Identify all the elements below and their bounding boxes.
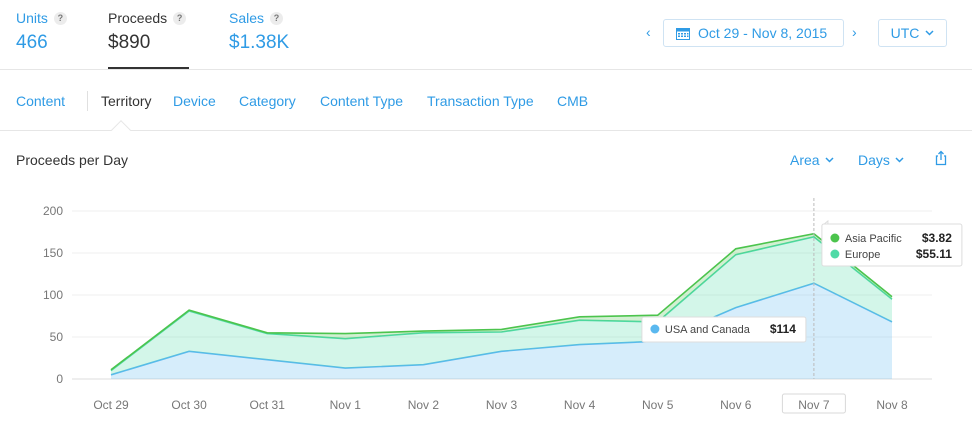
- x-tick-label: Nov 5: [642, 398, 674, 412]
- units-value: 466: [16, 32, 48, 53]
- tooltip-upper: Asia Pacific $3.82 Europe $55.11: [821, 219, 963, 267]
- y-tick-label: 150: [43, 246, 63, 260]
- y-tick-label: 200: [43, 204, 63, 218]
- tooltip-series-name: USA and Canada: [665, 324, 751, 336]
- tooltips: Asia Pacific $3.82 Europe $55.11 USA and Can…: [641, 219, 963, 343]
- tooltip-lower: USA and Canada $114: [641, 316, 807, 343]
- chart-type-dropdown[interactable]: Area: [790, 152, 834, 168]
- tab-content-type[interactable]: Content Type: [320, 93, 404, 109]
- usa-and-canada-line: [110, 282, 893, 376]
- proceeds-value: $890: [108, 32, 151, 53]
- x-tick-label: Oct 29: [93, 398, 129, 412]
- legend-dot: [650, 324, 660, 334]
- x-tick-label: Oct 30: [171, 398, 207, 412]
- legend-dot: [830, 249, 840, 259]
- tab-territory[interactable]: Territory: [101, 93, 152, 109]
- interval-value: Days: [858, 152, 890, 168]
- usa-and-canada-area: [111, 283, 892, 379]
- interval-dropdown[interactable]: Days: [858, 152, 904, 168]
- sales-label: Sales: [229, 10, 265, 26]
- tab-category[interactable]: Category: [239, 93, 296, 109]
- metrics-bar: Units ? 466 Proceeds ? $890 Sales ? $1.3…: [0, 0, 972, 70]
- tab-device[interactable]: Device: [173, 93, 216, 109]
- chart-title: Proceeds per Day: [16, 152, 129, 168]
- sales-value: $1.38K: [229, 32, 290, 53]
- help-icon[interactable]: ?: [270, 11, 284, 25]
- x-tick-label: Nov 2: [408, 398, 440, 412]
- y-tick-label: 50: [50, 330, 64, 344]
- x-tick-label: Nov 1: [330, 398, 362, 412]
- tooltip-value: $55.11: [916, 247, 952, 261]
- active-metric-underline: [108, 67, 189, 69]
- tooltip-box: [641, 316, 807, 343]
- tab-content[interactable]: Content: [16, 93, 66, 109]
- y-tick-label: 100: [43, 288, 63, 302]
- tooltip-series-name: Europe: [845, 249, 880, 261]
- chevron-down-icon: [825, 157, 834, 163]
- units-label: Units: [16, 10, 48, 26]
- timezone-select[interactable]: UTC: [878, 19, 947, 47]
- units-metric[interactable]: Units ? 466: [16, 10, 67, 54]
- timezone-value: UTC: [890, 25, 920, 41]
- proceeds-label: Proceeds: [108, 10, 168, 26]
- chevron-down-icon: [895, 157, 904, 163]
- chart-type-value: Area: [790, 152, 820, 168]
- x-tick-label: Nov 8: [876, 398, 908, 412]
- europe-line: [110, 236, 893, 372]
- help-icon[interactable]: ?: [53, 11, 67, 25]
- tooltip-series-name: Asia Pacific: [845, 233, 902, 245]
- proceeds-area-chart: 0 50 100 150 200 Oct 29 Oct 30 Oct 31 Nov 1 Nov 2…: [43, 198, 963, 414]
- legend-dot: [830, 233, 840, 243]
- axis-labels: 0 50 100 150 200 Oct 29 Oct 30 Oct 31 Nov 1 Nov 2…: [43, 204, 908, 414]
- proceeds-metric[interactable]: Proceeds ? $890: [108, 10, 187, 54]
- tooltip-value: $3.82: [922, 231, 952, 245]
- x-tick-label: Nov 3: [486, 398, 518, 412]
- europe-area: [111, 236, 892, 375]
- x-tick-label: Oct 31: [250, 398, 286, 412]
- tab-divider: [87, 91, 88, 111]
- x-tick-highlight: [781, 393, 846, 414]
- x-tick-label: Nov 6: [720, 398, 752, 412]
- sales-metric[interactable]: Sales ? $1.38K: [229, 10, 289, 54]
- tab-transaction-type[interactable]: Transaction Type: [427, 93, 534, 109]
- help-icon[interactable]: ?: [173, 11, 187, 25]
- tooltip-value: $114: [770, 322, 796, 336]
- next-period-icon[interactable]: ›: [852, 24, 857, 40]
- date-range-label: Oct 29 - Nov 8, 2015: [698, 25, 828, 41]
- x-tick-label: Nov 7: [798, 398, 830, 412]
- tooltip-box: [821, 223, 963, 267]
- tab-cmb[interactable]: CMB: [557, 93, 589, 109]
- dimension-tabs: Content Territory Device Category Conten…: [0, 70, 972, 140]
- area-series: [110, 232, 893, 379]
- date-range-picker[interactable]: Oct 29 - Nov 8, 2015: [663, 19, 844, 47]
- previous-period-icon[interactable]: ‹: [646, 24, 651, 40]
- chevron-down-icon: [925, 30, 934, 36]
- calendar-icon: [676, 27, 690, 40]
- y-tick-label: 0: [56, 372, 63, 386]
- x-tick-label: Nov 4: [564, 398, 596, 412]
- share-icon[interactable]: [934, 150, 948, 166]
- active-tab-pointer: [111, 120, 131, 140]
- asia-pacific-line: [110, 232, 893, 371]
